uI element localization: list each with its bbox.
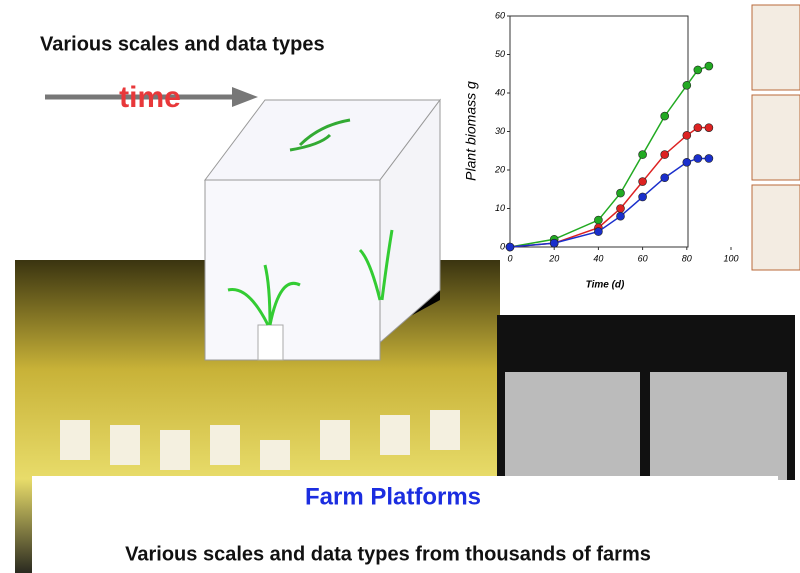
data-point [594, 228, 602, 236]
y-axis-label: Plant biomass g [463, 81, 479, 181]
y-tick-label: 40 [495, 87, 505, 97]
data-point [506, 243, 514, 251]
data-point [705, 124, 713, 132]
slide: Various scales and data types time Plant… [0, 0, 800, 573]
data-point [705, 62, 713, 70]
y-tick-label: 50 [495, 49, 505, 59]
data-point [683, 158, 691, 166]
y-tick-label: 30 [495, 126, 505, 136]
data-point [694, 66, 702, 74]
plot-frame [510, 16, 688, 247]
data-point [661, 112, 669, 120]
x-tick-label: 0 [507, 253, 512, 263]
data-point [683, 131, 691, 139]
data-point [617, 205, 625, 213]
x-tick-label: 40 [593, 253, 603, 263]
data-point [617, 189, 625, 197]
data-point [639, 193, 647, 201]
y-tick-label: 20 [494, 164, 505, 174]
data-point [694, 154, 702, 162]
x-tick-label: 20 [548, 253, 559, 263]
data-point [639, 178, 647, 186]
x-tick-label: 100 [723, 253, 738, 263]
root-photo-left [505, 372, 640, 480]
imaging-box [205, 100, 440, 360]
x-axis-label: Time (d) [586, 280, 625, 291]
banner-title: Farm Platforms [305, 483, 481, 510]
y-tick-label: 60 [495, 10, 505, 20]
data-point [550, 239, 558, 247]
y-tick-label: 10 [495, 203, 505, 213]
data-point [694, 124, 702, 132]
data-point [705, 154, 713, 162]
banner-subtitle: Various scales and data types from thous… [125, 543, 651, 565]
root-photo-right [650, 372, 787, 480]
data-point [661, 174, 669, 182]
data-point [594, 216, 602, 224]
biomass-chart: Plant biomass g Time (d) 0 10 20 30 40 50 60 0 2… [463, 10, 739, 290]
data-point [683, 81, 691, 89]
plant-thumbnails [752, 5, 800, 270]
slide-title: Various scales and data types [40, 33, 325, 55]
data-point [639, 151, 647, 159]
x-tick-label: 60 [638, 253, 648, 263]
arrow-label: time [119, 81, 181, 114]
data-point [617, 212, 625, 220]
time-arrowhead [232, 87, 258, 107]
x-tick-label: 80 [682, 253, 692, 263]
y-tick-label: 0 [500, 241, 505, 251]
data-point [661, 151, 669, 159]
